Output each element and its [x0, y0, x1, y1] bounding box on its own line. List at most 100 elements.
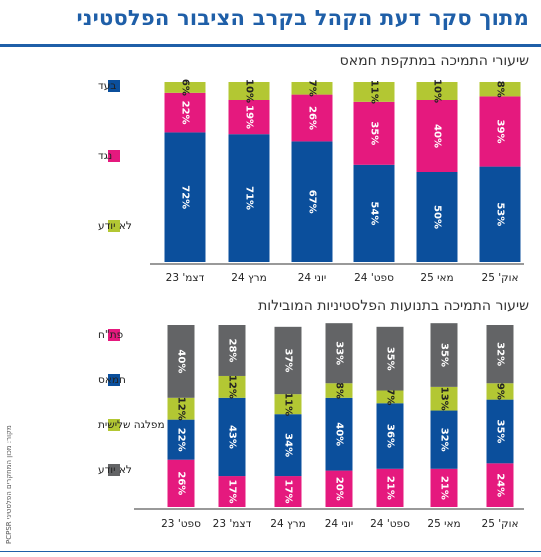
bar-segment [376, 326, 404, 391]
bar-segment [325, 323, 353, 384]
bar-segment [325, 383, 353, 398]
bar-value-label: 67% [307, 190, 318, 214]
x-tick-label: יוני 24 [298, 272, 326, 284]
bar-value-label: 28% [227, 339, 238, 363]
bar-segment [486, 383, 514, 400]
legend-label: נגד [98, 150, 112, 162]
bar-segment [486, 463, 514, 507]
bar-segment [164, 82, 206, 93]
bar-segment [479, 166, 521, 262]
bar-segment [430, 386, 458, 411]
bar-value-label: 13% [439, 387, 450, 411]
bar-segment [274, 476, 302, 507]
legend-swatch [108, 419, 120, 431]
bar-value-label: 17% [227, 480, 238, 504]
bar-value-label: 7% [307, 80, 318, 97]
legend-swatch [108, 374, 120, 386]
bar-value-label: 50% [432, 205, 443, 229]
bar-segment [353, 164, 395, 262]
x-tick-label: דצמ' 23 [213, 518, 252, 530]
bar-value-label: 40% [432, 124, 443, 148]
bar-value-label: 17% [283, 480, 294, 504]
bar-segment [376, 390, 404, 404]
bar-segment [218, 325, 246, 376]
bar-segment [274, 326, 302, 395]
legend-swatch [108, 150, 120, 162]
legend-label: מפלגה שלישית [98, 419, 165, 431]
bar-segment [164, 132, 206, 262]
bar-value-label: 40% [176, 349, 187, 373]
bar-value-label: 37% [283, 349, 294, 373]
legend-label: לא יודע [98, 464, 132, 476]
bar-segment [167, 325, 195, 398]
bar-value-label: 35% [385, 347, 396, 371]
bar-segment [291, 94, 333, 142]
bar-segment [167, 397, 195, 420]
bar-segment [164, 92, 206, 133]
bar-segment [218, 375, 246, 398]
bar-segment [376, 403, 404, 469]
x-tick-label: מאי 25 [420, 272, 453, 284]
bar-value-label: 54% [369, 201, 380, 225]
bar-value-label: 22% [176, 428, 187, 452]
bar-value-label: 11% [283, 392, 294, 416]
bar-segment [167, 459, 195, 507]
legend-swatch [108, 220, 120, 232]
x-tick-label: ספט' 24 [370, 518, 410, 530]
bar-segment [325, 397, 353, 471]
bar-segment [228, 134, 270, 262]
bar-value-label: 10% [244, 79, 255, 103]
bar-value-label: 72% [180, 185, 191, 209]
bar-value-label: 39% [495, 120, 506, 144]
legend-label: בעד [98, 80, 116, 92]
bar-segment [486, 325, 514, 384]
legend-swatch [108, 80, 120, 92]
bar-segment [430, 410, 458, 469]
bar-segment [486, 399, 514, 464]
bar-segment [167, 419, 195, 460]
chart-1-title: שיעורי התמיכה במתקפת חמאס [339, 53, 529, 69]
bar-value-label: 12% [227, 375, 238, 399]
x-tick-label: מרץ 24 [270, 518, 305, 530]
bar-value-label: 24% [495, 473, 506, 497]
bar-segment [291, 141, 333, 262]
x-tick-label: ספט' 23 [161, 518, 201, 530]
x-tick-label: אוק' 25 [482, 518, 519, 530]
bar-value-label: 32% [495, 342, 506, 366]
bar-value-label: 35% [439, 343, 450, 367]
bar-segment [353, 82, 395, 102]
bar-value-label: 19% [244, 105, 255, 129]
bar-value-label: 26% [307, 106, 318, 130]
bar-value-label: 33% [334, 341, 345, 365]
bar-value-label: 20% [334, 477, 345, 501]
bar-value-label: 40% [334, 422, 345, 446]
bar-value-label: 32% [439, 428, 450, 452]
bar-segment [430, 468, 458, 507]
bar-segment [353, 101, 395, 165]
title-divider [0, 44, 541, 47]
bar-value-label: 34% [283, 433, 294, 457]
legend-swatch [108, 464, 120, 476]
bar-segment [218, 397, 246, 477]
bar-segment [416, 172, 458, 262]
bar-value-label: 11% [369, 80, 380, 104]
bar-value-label: 53% [495, 202, 506, 226]
x-tick-label: דצמ' 23 [166, 272, 205, 284]
bar-segment [416, 82, 458, 100]
bar-value-label: 12% [176, 397, 187, 421]
bar-value-label: 6% [180, 79, 191, 96]
x-tick-label: אוק' 25 [482, 272, 519, 284]
bar-segment [479, 82, 521, 97]
bar-value-label: 8% [334, 382, 345, 399]
bar-segment [274, 414, 302, 477]
bar-value-label: 21% [385, 476, 396, 500]
bar-segment [218, 476, 246, 507]
bar-segment [479, 96, 521, 167]
bar-value-label: 22% [180, 101, 191, 125]
bar-segment [228, 82, 270, 100]
bar-value-label: 43% [227, 425, 238, 449]
legend-label: חמאס [98, 374, 126, 386]
bar-value-label: 35% [369, 121, 380, 145]
bar-value-label: 21% [439, 476, 450, 500]
